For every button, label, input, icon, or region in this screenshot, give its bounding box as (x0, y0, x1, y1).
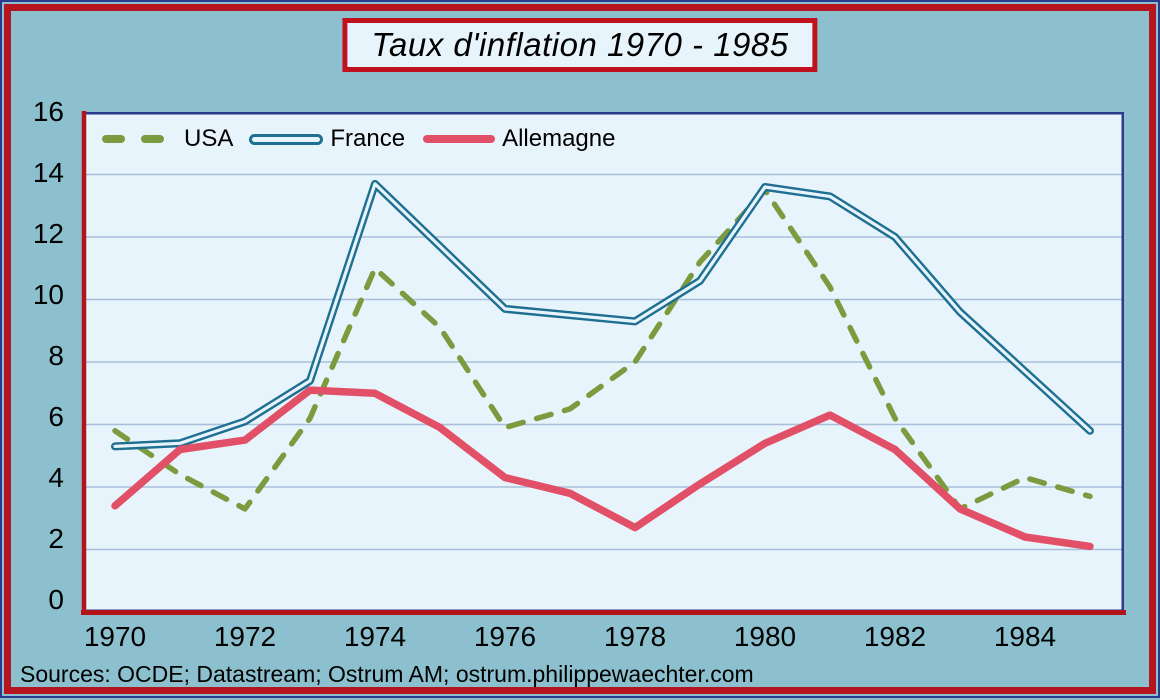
y-tick-label: 2 (48, 523, 64, 554)
usa-line (112, 187, 1093, 512)
x-tick-label: 1978 (603, 621, 667, 652)
y-tick-label: 14 (32, 157, 64, 188)
x-tick-label: 1976 (473, 621, 537, 652)
chart-title: Taux d'inflation 1970 - 1985 (371, 26, 789, 63)
y-tick-label: 16 (32, 96, 64, 127)
x-tick-label: 1974 (343, 621, 407, 652)
source-text: Sources: OCDE; Datastream; Ostrum AM; os… (20, 661, 754, 687)
y-tick-label: 0 (48, 584, 64, 615)
usa-legend-label: USA (184, 125, 234, 152)
france-legend-label: France (330, 125, 406, 152)
y-tick-label: 8 (48, 340, 64, 371)
france-legend-swatch (249, 133, 324, 145)
x-tick-label: 1970 (83, 621, 147, 652)
allemagne-legend-swatch (423, 135, 496, 143)
chart-title-box: Taux d'inflation 1970 - 1985 (342, 18, 818, 72)
usa-legend-swatch (102, 135, 164, 143)
y-tick-label: 4 (48, 462, 64, 493)
allemagne-legend-label: Allemagne (502, 125, 616, 152)
y-tick-label: 12 (32, 218, 64, 249)
x-tick-label: 1982 (863, 621, 927, 652)
x-tick-label: 1980 (733, 621, 797, 652)
x-tick-label: 1984 (993, 621, 1057, 652)
y-tick-label: 6 (48, 401, 64, 432)
allemagne-line (111, 386, 1094, 551)
legend: USA France Allemagne (102, 122, 615, 156)
y-tick-label: 10 (32, 279, 64, 310)
x-tick-label: 1972 (213, 621, 277, 652)
france-line-inner (113, 182, 1092, 448)
